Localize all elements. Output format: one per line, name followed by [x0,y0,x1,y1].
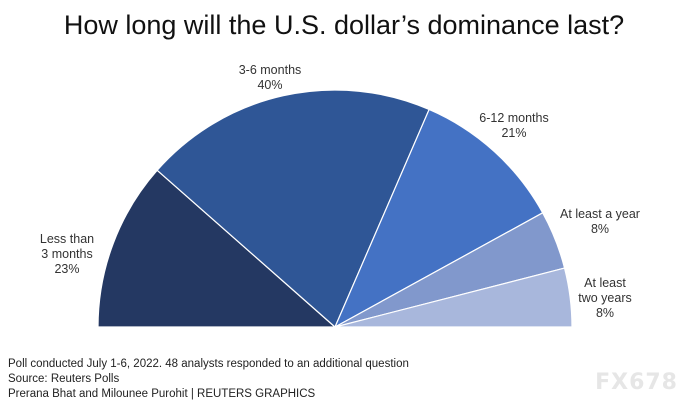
slice-label-1: Less than 3 months 23% [40,232,94,276]
pie-slices [97,89,573,329]
slice-label-3: 6-12 months 21% [479,111,548,140]
footnote-source: Source: Reuters Polls [8,373,120,385]
watermark-logo: FX678 [595,370,678,395]
pie-slice-2 [156,89,430,328]
footnote-poll: Poll conducted July 1-6, 2022. 48 analys… [8,358,409,370]
pie-slice-1 [97,169,337,328]
slice-label-5: At least two years 8% [578,276,632,320]
pie-labels: Less than 3 months 23% 3-6 months 40% 6-12 mo… [40,63,640,320]
slice-label-2: 3-6 months 40% [239,63,302,92]
slice-label-4: At least a year 8% [560,207,640,236]
pie-slice-3 [333,108,544,329]
footnote-credits: Prerana Bhat and Milounee Purohit | REUT… [8,388,316,400]
chart-title: How long will the U.S. dollar’s dominanc… [63,10,625,40]
pie-slice-5 [334,267,573,328]
